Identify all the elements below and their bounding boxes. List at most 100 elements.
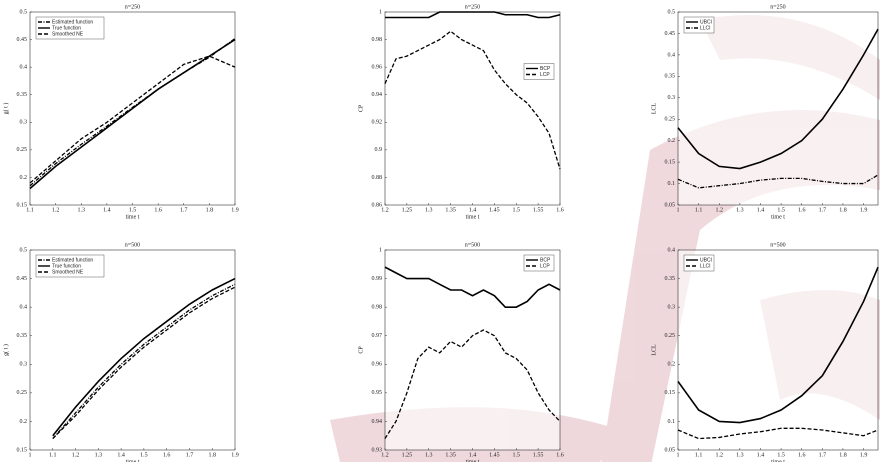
series-line <box>677 266 879 424</box>
plot-area <box>677 11 879 206</box>
y-tick-label: 0.4 <box>20 65 28 71</box>
subplot: 1.2 1.25 1.3 1.35 1.4 1.45 1.5 1.55 1.6 0.93 0.94 0… <box>358 242 563 462</box>
y-tick-label: 0.97 <box>372 333 383 339</box>
x-tick-label: 1.7 <box>819 452 827 458</box>
y-tick-label: 0.93 <box>372 447 383 453</box>
y-tick-label: 0.35 <box>665 276 676 282</box>
x-tick-label: 1.45 <box>489 207 500 213</box>
chart-title: n=250 <box>465 4 480 10</box>
y-tick-label: 0.35 <box>17 92 28 98</box>
x-tick-label: 1.9 <box>231 207 239 213</box>
x-tick-label: 1.35 <box>445 452 456 458</box>
x-tick-label: 1.55 <box>533 452 544 458</box>
y-tick-label: 0.92 <box>372 120 383 126</box>
subplot: 1 1.1 1.2 1.3 1.4 1.5 1.6 1.7 1.8 1.9 0.15 0.2 0.25 0… <box>2 242 238 462</box>
y-tick-label: 0.35 <box>17 333 28 339</box>
y-tick-label: 1 <box>379 247 382 253</box>
legend-box <box>523 63 555 80</box>
x-tick-label: 1 <box>677 207 680 213</box>
plot-area <box>29 249 236 451</box>
legend-label: LCP <box>540 72 550 78</box>
y-tick-label: 0.2 <box>668 362 676 368</box>
y-tick-label: 0.4 <box>20 305 28 311</box>
x-tick-label: 1.3 <box>78 207 86 213</box>
y-axis-label: LCL <box>651 103 657 115</box>
legend-label: BCP <box>540 66 551 72</box>
x-tick-label: 1.9 <box>231 452 239 458</box>
chart-title: n=500 <box>125 242 140 248</box>
legend-label: BCP <box>540 257 551 263</box>
x-tick-label: 1.45 <box>489 452 500 458</box>
x-tick-label: 1.4 <box>469 207 477 213</box>
plot-area <box>384 11 561 206</box>
x-tick-label: 1.8 <box>208 452 216 458</box>
y-tick-label: 0.2 <box>20 419 28 425</box>
x-tick-label: 1.5 <box>777 207 785 213</box>
series-line <box>384 30 561 170</box>
y-tick-label: 0.45 <box>17 276 28 282</box>
x-tick-label: 1.25 <box>402 452 413 458</box>
watermark-shape <box>601 110 880 462</box>
y-tick-label: 0.2 <box>20 175 28 181</box>
series-line <box>384 329 561 439</box>
y-tick-label: 0.3 <box>20 362 28 368</box>
x-tick-label: 1.5 <box>129 207 137 213</box>
y-tick-label: 0.3 <box>20 120 28 126</box>
y-tick-label: 0.9 <box>375 147 383 153</box>
y-axis-label: CP <box>358 346 364 354</box>
legend-box <box>523 254 555 272</box>
x-tick-label: 1.4 <box>469 452 477 458</box>
x-tick-label: 1.4 <box>757 207 765 213</box>
series-line <box>29 38 236 190</box>
y-tick-label: 0.4 <box>668 247 676 253</box>
x-tick-label: 1.7 <box>186 452 194 458</box>
y-tick-label: 0.05 <box>665 202 676 208</box>
y-tick-label: 0.94 <box>372 419 383 425</box>
x-tick-label: 1.5 <box>140 452 148 458</box>
x-tick-label: 1.2 <box>715 452 723 458</box>
legend-box <box>683 254 715 272</box>
legend-box <box>35 16 105 40</box>
x-tick-label: 1.6 <box>154 207 162 213</box>
y-tick-label: 0.1 <box>668 419 676 425</box>
legend-box <box>35 254 105 278</box>
plot-area <box>384 249 561 451</box>
x-tick-label: 1.1 <box>26 207 34 213</box>
y-tick-label: 0.45 <box>17 37 28 43</box>
y-tick-label: 0.5 <box>20 9 28 15</box>
legend-label: LLCI <box>700 25 711 31</box>
x-tick-label: 1.6 <box>556 207 564 213</box>
x-axis-label: time t <box>466 214 480 220</box>
y-tick-label: 0.15 <box>665 159 676 165</box>
y-tick-label: 0.15 <box>17 202 28 208</box>
x-tick-label: 1.8 <box>839 452 847 458</box>
series-line <box>384 266 561 308</box>
y-tick-label: 0.15 <box>17 447 28 453</box>
y-tick-label: 0.5 <box>668 9 676 15</box>
x-tick-label: 1.9 <box>860 452 868 458</box>
y-tick-label: 1 <box>379 9 382 15</box>
x-tick-label: 1.2 <box>52 207 60 213</box>
x-tick-label: 1.1 <box>695 452 703 458</box>
y-tick-label: 0.96 <box>372 362 383 368</box>
x-tick-label: 1.2 <box>381 207 389 213</box>
series-line <box>52 283 236 440</box>
y-tick-label: 0.86 <box>372 202 383 208</box>
x-tick-label: 1.8 <box>206 207 214 213</box>
x-axis-label: time t <box>466 459 480 462</box>
y-tick-label: 0.96 <box>372 65 383 71</box>
y-tick-label: 0.98 <box>372 305 383 311</box>
x-tick-label: 1.5 <box>513 207 521 213</box>
y-tick-label: 0.25 <box>17 390 28 396</box>
y-tick-label: 0.95 <box>372 390 383 396</box>
y-tick-label: 0.98 <box>372 37 383 43</box>
series-line <box>385 11 561 19</box>
series-line <box>29 55 236 184</box>
subplot: 1 1.1 1.2 1.3 1.4 1.5 1.6 1.7 1.8 1.9 0.05 0.1 0.15 0… <box>651 242 879 462</box>
y-tick-label: 0.88 <box>372 175 383 181</box>
series-line <box>52 286 236 440</box>
subplot: 1.1 1.2 1.3 1.4 1.5 1.6 1.7 1.8 1.9 0.15 0.2 0.25 0.… <box>2 4 238 220</box>
